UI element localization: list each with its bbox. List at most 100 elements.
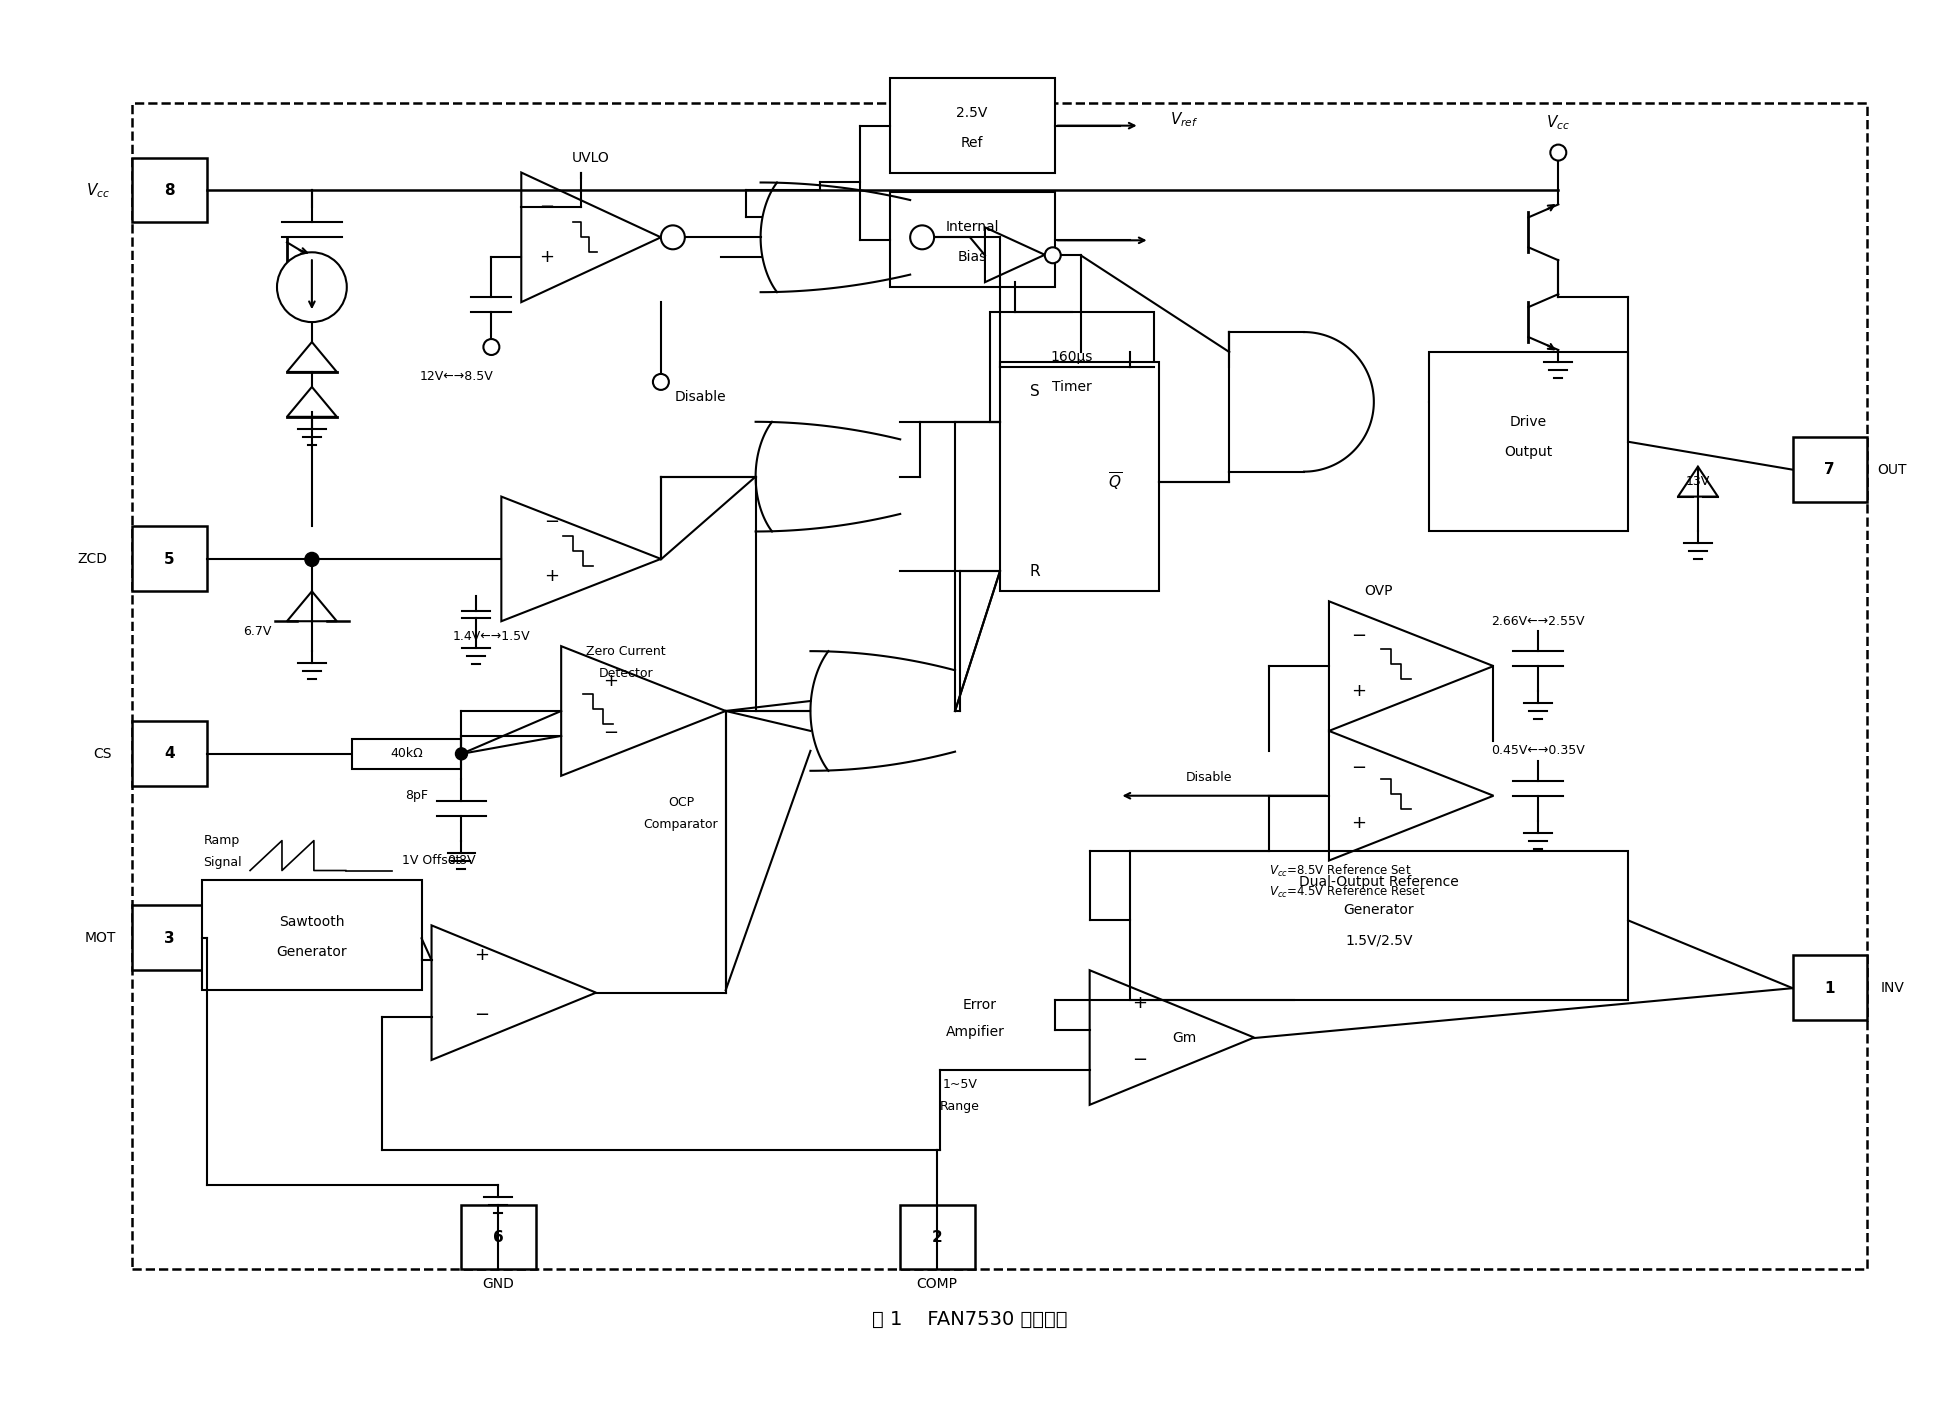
FancyBboxPatch shape <box>1429 352 1628 531</box>
Text: Ref: Ref <box>961 136 984 150</box>
Text: Ampifier: Ampifier <box>945 1026 1003 1040</box>
Text: 3: 3 <box>163 930 175 946</box>
Text: Gm: Gm <box>1172 1031 1196 1045</box>
Circle shape <box>278 252 347 322</box>
Text: Range: Range <box>939 1100 980 1114</box>
Text: Generator: Generator <box>1343 904 1415 918</box>
Text: GND: GND <box>483 1278 514 1292</box>
FancyBboxPatch shape <box>901 1205 974 1269</box>
Text: OUT: OUT <box>1877 462 1908 476</box>
Text: +: + <box>604 672 619 691</box>
Text: −: − <box>543 513 559 531</box>
Text: +: + <box>1351 682 1366 700</box>
Text: OCP: OCP <box>668 796 693 810</box>
Text: 0.8V: 0.8V <box>446 855 476 867</box>
Circle shape <box>1551 144 1566 161</box>
Text: +: + <box>1351 814 1366 832</box>
Circle shape <box>456 748 468 759</box>
Text: S: S <box>1031 384 1040 399</box>
FancyBboxPatch shape <box>1793 955 1867 1020</box>
Text: ZCD: ZCD <box>78 552 107 566</box>
Text: Zero Current: Zero Current <box>586 644 666 657</box>
FancyBboxPatch shape <box>351 738 462 769</box>
FancyBboxPatch shape <box>1000 361 1159 591</box>
Text: 4: 4 <box>163 747 175 761</box>
Text: Internal: Internal <box>945 220 1000 234</box>
Text: 1V Offset: 1V Offset <box>402 855 460 867</box>
Text: −: − <box>1132 1051 1147 1069</box>
FancyBboxPatch shape <box>1793 437 1867 502</box>
Circle shape <box>305 552 318 566</box>
Text: Dual-Output Reference: Dual-Output Reference <box>1299 876 1460 890</box>
FancyBboxPatch shape <box>132 722 208 786</box>
Text: −: − <box>604 724 619 743</box>
Text: Generator: Generator <box>276 946 347 960</box>
Circle shape <box>1044 248 1060 263</box>
FancyBboxPatch shape <box>891 192 1054 287</box>
Text: 12V←→8.5V: 12V←→8.5V <box>419 370 493 384</box>
Text: +: + <box>1132 995 1147 1012</box>
Text: Output: Output <box>1504 444 1553 458</box>
FancyBboxPatch shape <box>1130 850 1628 1000</box>
Circle shape <box>660 226 685 249</box>
Text: Drive: Drive <box>1510 415 1547 429</box>
FancyBboxPatch shape <box>891 78 1054 172</box>
Text: Ramp: Ramp <box>204 834 241 848</box>
Text: $\overline{Q}$: $\overline{Q}$ <box>1108 471 1122 493</box>
Text: 6.7V: 6.7V <box>243 625 272 637</box>
Text: 160µs: 160µs <box>1050 350 1093 364</box>
FancyBboxPatch shape <box>132 102 1867 1269</box>
Text: 7: 7 <box>1825 462 1834 478</box>
Text: −: − <box>1351 628 1366 646</box>
Text: +: + <box>540 248 553 266</box>
Text: 2.5V: 2.5V <box>957 105 988 119</box>
Text: Detector: Detector <box>598 667 654 679</box>
Text: $V_{ref}$: $V_{ref}$ <box>1170 111 1200 129</box>
Text: −: − <box>540 199 553 216</box>
FancyBboxPatch shape <box>132 905 208 971</box>
FancyBboxPatch shape <box>462 1205 536 1269</box>
Text: $V_{cc}$: $V_{cc}$ <box>1547 113 1570 132</box>
Text: +: + <box>543 567 559 586</box>
Circle shape <box>910 226 934 249</box>
Text: 2: 2 <box>932 1230 943 1245</box>
Text: Signal: Signal <box>204 856 241 869</box>
Text: $V_{cc}$: $V_{cc}$ <box>85 181 109 200</box>
Text: 2.66V←→2.55V: 2.66V←→2.55V <box>1491 615 1586 628</box>
Text: Comparator: Comparator <box>644 818 718 831</box>
Text: 8pF: 8pF <box>406 789 429 803</box>
Text: Sawtooth: Sawtooth <box>280 915 345 929</box>
Text: 8: 8 <box>163 184 175 198</box>
Text: UVLO: UVLO <box>573 150 609 164</box>
Text: Disable: Disable <box>1186 772 1233 785</box>
Text: 1: 1 <box>1825 981 1834 996</box>
Text: $V_{cc}$=8.5V Reference Set: $V_{cc}$=8.5V Reference Set <box>1269 863 1411 878</box>
Text: Disable: Disable <box>675 389 726 403</box>
FancyBboxPatch shape <box>132 157 208 223</box>
Text: 0.45V←→0.35V: 0.45V←→0.35V <box>1491 744 1586 758</box>
Circle shape <box>483 339 499 354</box>
Text: 5: 5 <box>163 552 175 567</box>
Text: INV: INV <box>1881 981 1904 995</box>
Text: 1~5V: 1~5V <box>943 1079 978 1091</box>
Circle shape <box>652 374 670 389</box>
FancyBboxPatch shape <box>202 880 421 991</box>
Text: 1.5V/2.5V: 1.5V/2.5V <box>1345 933 1413 947</box>
Text: 1.4V←→1.5V: 1.4V←→1.5V <box>452 629 530 643</box>
Text: Bias: Bias <box>957 251 986 265</box>
Text: 图 1    FAN7530 原理框图: 图 1 FAN7530 原理框图 <box>872 1310 1068 1328</box>
FancyBboxPatch shape <box>990 312 1155 422</box>
Text: −: − <box>1351 759 1366 776</box>
Text: Error: Error <box>963 998 998 1012</box>
Text: CS: CS <box>93 747 113 761</box>
Text: COMP: COMP <box>916 1278 957 1292</box>
Text: 40kΩ: 40kΩ <box>390 747 423 761</box>
Text: 6: 6 <box>493 1230 505 1245</box>
Text: −: − <box>474 1006 489 1024</box>
Text: 13V: 13V <box>1687 475 1710 488</box>
FancyBboxPatch shape <box>132 527 208 591</box>
Text: R: R <box>1029 563 1040 579</box>
Text: +: + <box>474 946 489 964</box>
Text: OVP: OVP <box>1365 584 1394 598</box>
Text: Timer: Timer <box>1052 380 1091 394</box>
